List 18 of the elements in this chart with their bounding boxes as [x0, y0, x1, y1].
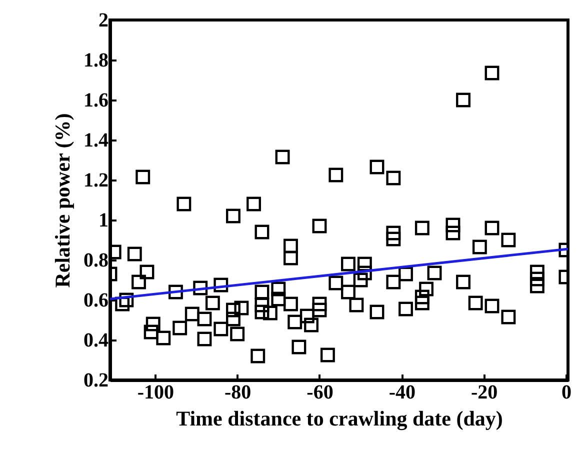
y-tick-label: 1.2	[84, 170, 108, 192]
y-tick-label: 1	[98, 210, 108, 232]
y-tick-label: 1.8	[84, 50, 108, 72]
y-axis-title: Relative power (%)	[50, 113, 74, 288]
x-tick-label: 0	[561, 382, 572, 404]
y-tick-label: 2	[98, 10, 108, 32]
y-tick-label: 1.6	[84, 90, 108, 112]
y-tick-label: 0.8	[84, 250, 108, 272]
x-tick-label: -80	[224, 382, 252, 404]
y-tick-label: 0.2	[84, 370, 108, 392]
x-tick-label: -100	[137, 382, 174, 404]
y-tick-label: 0.4	[84, 330, 108, 352]
x-tick-label: -40	[388, 382, 416, 404]
x-tick-label: -60	[306, 382, 334, 404]
x-tick-label: -20	[470, 382, 498, 404]
y-tick-label: 1.4	[84, 130, 108, 152]
y-tick-label: 0.6	[84, 290, 108, 312]
x-axis-title: Time distance to crawling date (day)	[176, 406, 503, 430]
